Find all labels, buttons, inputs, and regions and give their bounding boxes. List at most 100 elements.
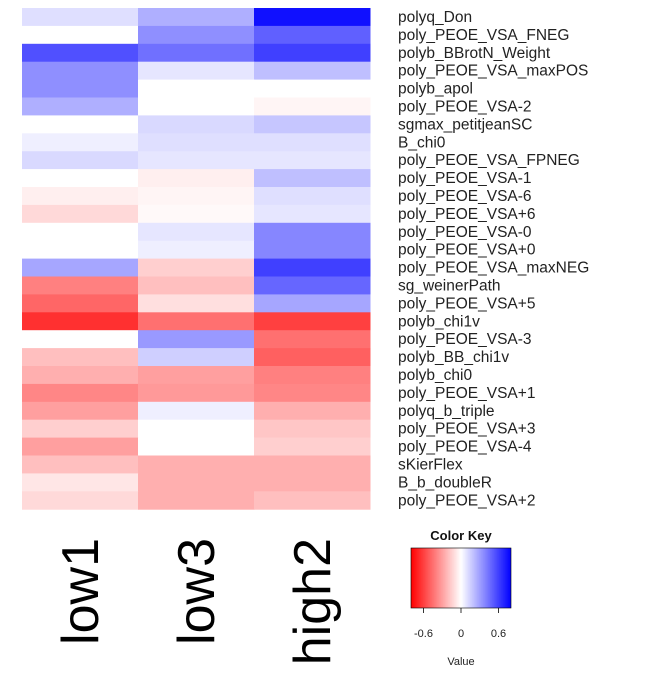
heatmap-cell-low1-3 bbox=[22, 43, 139, 63]
row-label: poly_PEOE_VSA+1 bbox=[398, 385, 535, 402]
heatmap-cell-high2-14 bbox=[254, 240, 371, 260]
heatmap-cell-low3-17 bbox=[138, 294, 255, 313]
heatmap-cells bbox=[22, 8, 371, 510]
color-key-tick-label: 0 bbox=[458, 628, 464, 640]
row-label: poly_PEOE_VSA_maxNEG bbox=[398, 260, 589, 277]
heatmap-cell-high2-17 bbox=[254, 294, 371, 313]
row-label: poly_PEOE_VSA_FNEG bbox=[398, 27, 569, 44]
heatmap-cell-high2-27 bbox=[254, 473, 371, 492]
heatmap-cell-low3-27 bbox=[138, 473, 255, 492]
heatmap-cell-low1-15 bbox=[22, 258, 139, 277]
row-label: poly_PEOE_VSA-0 bbox=[398, 224, 532, 241]
heatmap-cell-low3-8 bbox=[138, 133, 255, 152]
heatmap-cell-high2-18 bbox=[254, 312, 371, 331]
color-key-gradient bbox=[410, 547, 512, 609]
heatmap-cell-low3-26 bbox=[138, 455, 255, 474]
heatmap-cell-high2-22 bbox=[254, 383, 371, 403]
heatmap-cell-low1-13 bbox=[22, 222, 139, 242]
heatmap-cell-low3-24 bbox=[138, 419, 255, 439]
row-label: poly_PEOE_VSA_maxPOS bbox=[398, 63, 588, 80]
row-label: poly_PEOE_VSA+5 bbox=[398, 295, 535, 312]
heatmap-cell-high2-25 bbox=[254, 437, 371, 456]
heatmap-cell-low3-28 bbox=[138, 491, 255, 510]
row-label: poly_PEOE_VSA+2 bbox=[398, 492, 535, 509]
row-label: poly_PEOE_VSA-3 bbox=[398, 331, 532, 348]
heatmap-cell-low1-20 bbox=[22, 348, 139, 367]
heatmap-cell-low1-12 bbox=[22, 204, 139, 224]
heatmap-cell-high2-24 bbox=[254, 419, 371, 439]
heatmap-cell-low1-1 bbox=[22, 8, 139, 27]
color-key-ticks: -0.6 0 0.6 bbox=[414, 608, 506, 640]
heatmap-cell-high2-4 bbox=[254, 61, 371, 81]
row-label: sKierFlex bbox=[398, 456, 463, 473]
heatmap-cell-high2-28 bbox=[254, 491, 371, 510]
heatmap-cell-low3-6 bbox=[138, 97, 255, 116]
heatmap-cell-low3-3 bbox=[138, 43, 255, 63]
row-label: poly_PEOE_VSA_FPNEG bbox=[398, 152, 580, 169]
heatmap-cell-low1-23 bbox=[22, 401, 139, 421]
heatmap-cell-high2-23 bbox=[254, 401, 371, 421]
color-key-tick-label: -0.6 bbox=[414, 628, 433, 640]
heatmap-cell-high2-15 bbox=[254, 258, 371, 277]
heatmap-cell-low1-7 bbox=[22, 115, 139, 134]
row-label: poly_PEOE_VSA+6 bbox=[398, 206, 535, 223]
heatmap-cell-low1-4 bbox=[22, 61, 139, 81]
row-labels: polyq_Donpoly_PEOE_VSA_FNEGpolyb_BBrotN_… bbox=[398, 9, 589, 509]
color-key: Color Key -0.6 0 0.6 Value bbox=[410, 528, 512, 668]
heatmap-cell-high2-8 bbox=[254, 133, 371, 152]
heatmap-cell-low3-14 bbox=[138, 240, 255, 260]
heatmap-cell-low3-23 bbox=[138, 401, 255, 421]
heatmap-cell-high2-1 bbox=[254, 8, 371, 27]
row-label: B_chi0 bbox=[398, 134, 446, 151]
color-key-title: Color Key bbox=[430, 528, 492, 543]
heatmap-cell-high2-19 bbox=[254, 330, 371, 349]
heatmap-cell-low1-22 bbox=[22, 383, 139, 403]
heatmap-cell-low3-2 bbox=[138, 25, 255, 45]
heatmap-cell-low3-25 bbox=[138, 437, 255, 456]
row-label: polyb_BB_chi1v bbox=[398, 349, 509, 366]
heatmap-cell-low1-6 bbox=[22, 97, 139, 116]
heatmap-cell-low1-14 bbox=[22, 240, 139, 260]
row-label: poly_PEOE_VSA-4 bbox=[398, 439, 532, 456]
row-label: poly_PEOE_VSA+0 bbox=[398, 242, 536, 259]
heatmap-cell-low1-19 bbox=[22, 330, 139, 349]
heatmap-cell-low3-15 bbox=[138, 258, 255, 277]
color-key-tick-label: 0.6 bbox=[491, 628, 506, 640]
heatmap-cell-low1-9 bbox=[22, 151, 139, 170]
heatmap-cell-high2-6 bbox=[254, 97, 371, 116]
heatmap-cell-low1-11 bbox=[22, 187, 139, 206]
row-label: poly_PEOE_VSA-6 bbox=[398, 188, 532, 205]
column-label-high2: high2 bbox=[284, 538, 342, 665]
heatmap-cell-low3-1 bbox=[138, 8, 255, 27]
column-label-low3: low3 bbox=[168, 538, 226, 645]
row-label: polyb_chi0 bbox=[398, 367, 472, 384]
heatmap-cell-high2-13 bbox=[254, 222, 371, 242]
heatmap-cell-low3-12 bbox=[138, 204, 255, 224]
heatmap-cell-low3-20 bbox=[138, 348, 255, 367]
heatmap-cell-high2-5 bbox=[254, 79, 371, 98]
heatmap-cell-low1-25 bbox=[22, 437, 139, 456]
heatmap-cell-low1-26 bbox=[22, 455, 139, 474]
heatmap-cell-low1-18 bbox=[22, 312, 139, 331]
heatmap-cell-low3-18 bbox=[138, 312, 255, 331]
heatmap-cell-high2-20 bbox=[254, 348, 371, 367]
heatmap-cell-low3-11 bbox=[138, 187, 255, 206]
heatmap-cell-low3-16 bbox=[138, 276, 255, 295]
heatmap-cell-low1-21 bbox=[22, 366, 139, 385]
row-label: poly_PEOE_VSA-1 bbox=[398, 170, 532, 187]
heatmap-cell-low1-17 bbox=[22, 294, 139, 313]
heatmap-cell-low3-21 bbox=[138, 366, 255, 385]
row-label: polyq_Don bbox=[398, 9, 472, 26]
heatmap-cell-low1-16 bbox=[22, 276, 139, 295]
row-label: polyb_BBrotN_Weight bbox=[398, 45, 551, 62]
column-label-low1: low1 bbox=[52, 538, 110, 645]
heatmap-cell-high2-21 bbox=[254, 366, 371, 385]
heatmap-cell-low1-10 bbox=[22, 169, 139, 188]
heatmap-cell-low1-5 bbox=[22, 79, 139, 98]
row-label: polyb_chi1v bbox=[398, 313, 480, 330]
heatmap-cell-low1-24 bbox=[22, 419, 139, 439]
heatmap-cell-low3-4 bbox=[138, 61, 255, 81]
heatmap-cell-low1-27 bbox=[22, 473, 139, 492]
heatmap-cell-low3-22 bbox=[138, 383, 255, 403]
